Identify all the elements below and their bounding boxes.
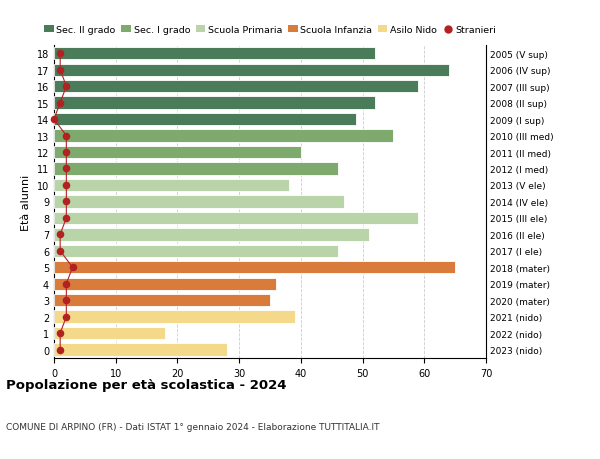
- Bar: [54, 146, 301, 159]
- Bar: [54, 229, 369, 241]
- Bar: [54, 212, 418, 224]
- Text: Popolazione per età scolastica - 2024: Popolazione per età scolastica - 2024: [6, 379, 287, 392]
- Point: [62, 149, 71, 157]
- Text: COMUNE DI ARPINO (FR) - Dati ISTAT 1° gennaio 2024 - Elaborazione TUTTITALIA.IT: COMUNE DI ARPINO (FR) - Dati ISTAT 1° ge…: [6, 422, 380, 431]
- Point: [55, 231, 65, 239]
- Bar: [54, 97, 375, 110]
- Legend: Sec. II grado, Sec. I grado, Scuola Primaria, Scuola Infanzia, Asilo Nido, Stran: Sec. II grado, Sec. I grado, Scuola Prim…: [44, 26, 496, 35]
- Point: [49, 116, 59, 123]
- Bar: [54, 262, 455, 274]
- Point: [62, 297, 71, 304]
- Bar: [54, 130, 394, 142]
- Y-axis label: Età alunni: Età alunni: [21, 174, 31, 230]
- Point: [62, 198, 71, 206]
- Point: [62, 182, 71, 189]
- Bar: [54, 311, 295, 323]
- Point: [55, 330, 65, 337]
- Point: [55, 346, 65, 353]
- Bar: [54, 81, 418, 93]
- Point: [55, 67, 65, 74]
- Bar: [54, 196, 344, 208]
- Point: [55, 247, 65, 255]
- Point: [62, 83, 71, 90]
- Bar: [54, 179, 289, 192]
- Point: [55, 50, 65, 58]
- Bar: [54, 64, 449, 77]
- Point: [68, 264, 77, 271]
- Bar: [54, 48, 375, 60]
- Bar: [54, 278, 276, 290]
- Bar: [54, 294, 270, 307]
- Point: [62, 280, 71, 288]
- Bar: [54, 344, 227, 356]
- Bar: [54, 327, 165, 340]
- Point: [62, 133, 71, 140]
- Bar: [54, 163, 338, 175]
- Point: [62, 165, 71, 173]
- Point: [62, 215, 71, 222]
- Point: [62, 313, 71, 321]
- Point: [55, 100, 65, 107]
- Bar: [54, 245, 338, 257]
- Bar: [54, 114, 356, 126]
